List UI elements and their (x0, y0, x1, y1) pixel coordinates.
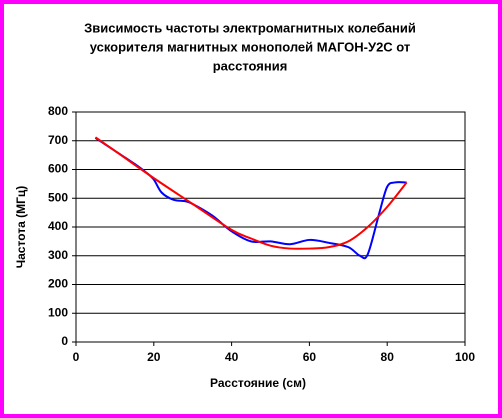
plot-area (75, 111, 466, 343)
chart-title: Звисимость частоты электромагнитных коле… (84, 20, 416, 35)
x-tick-label: 40 (225, 350, 239, 364)
y-tick-label: 200 (48, 277, 68, 291)
chart-title: расстояния (213, 58, 288, 73)
chart: Звисимость частоты электромагнитных коле… (14, 20, 475, 390)
y-tick-label: 500 (48, 190, 68, 204)
x-tick-label: 60 (303, 350, 317, 364)
y-tick-label: 700 (48, 133, 68, 147)
y-tick-label: 400 (48, 219, 68, 233)
x-axis-label: Расстояние (см) (210, 376, 306, 390)
y-tick-label: 800 (48, 104, 68, 118)
x-tick-label: 20 (147, 350, 161, 364)
y-axis-label: Частота (МГц) (14, 186, 28, 269)
data-line (94, 136, 408, 250)
y-tick-label: 300 (48, 248, 68, 262)
y-tick-label: 600 (48, 162, 68, 176)
y-tick-label: 100 (48, 305, 68, 319)
chart-title: ускорителя магнитных монополей МАГОН-У2С… (90, 39, 411, 54)
x-tick-label: 80 (381, 350, 395, 364)
x-tick-label: 0 (73, 350, 80, 364)
x-tick-label: 100 (455, 350, 475, 364)
y-tick-label: 0 (61, 334, 68, 348)
